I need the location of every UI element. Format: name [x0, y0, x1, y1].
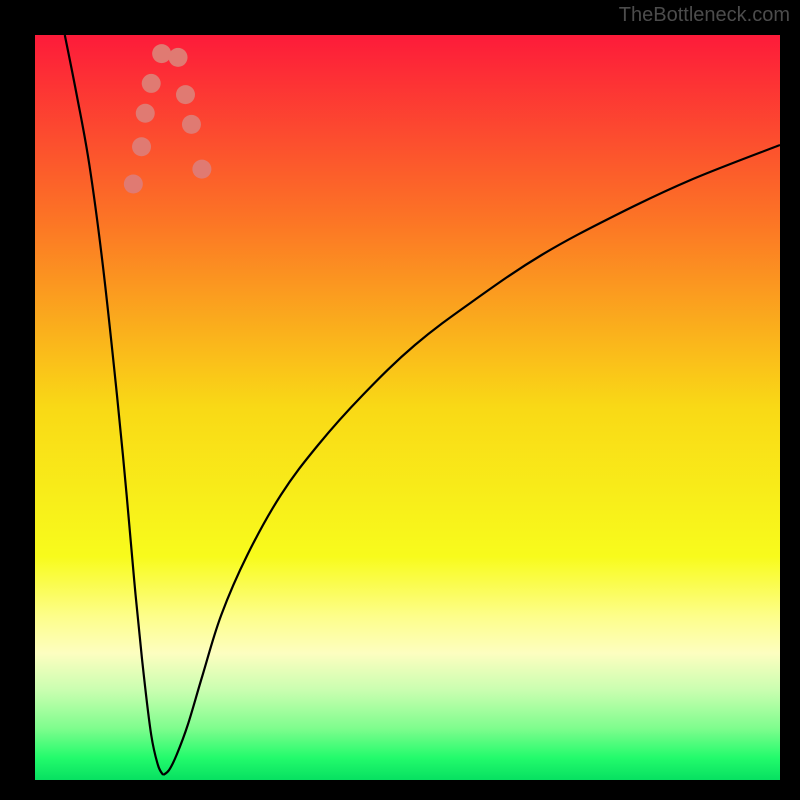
watermark-text: TheBottleneck.com: [619, 4, 790, 27]
scatter-point: [136, 104, 155, 123]
scatter-point: [182, 115, 201, 134]
scatter-point: [169, 48, 188, 67]
scatter-point: [192, 160, 211, 179]
chart-container: [35, 35, 780, 780]
scatter-point: [152, 44, 171, 63]
scatter-point: [124, 175, 143, 194]
scatter-point: [132, 137, 151, 156]
scatter-point: [142, 74, 161, 93]
scatter-point: [176, 85, 195, 104]
bottleneck-chart: [35, 35, 780, 780]
